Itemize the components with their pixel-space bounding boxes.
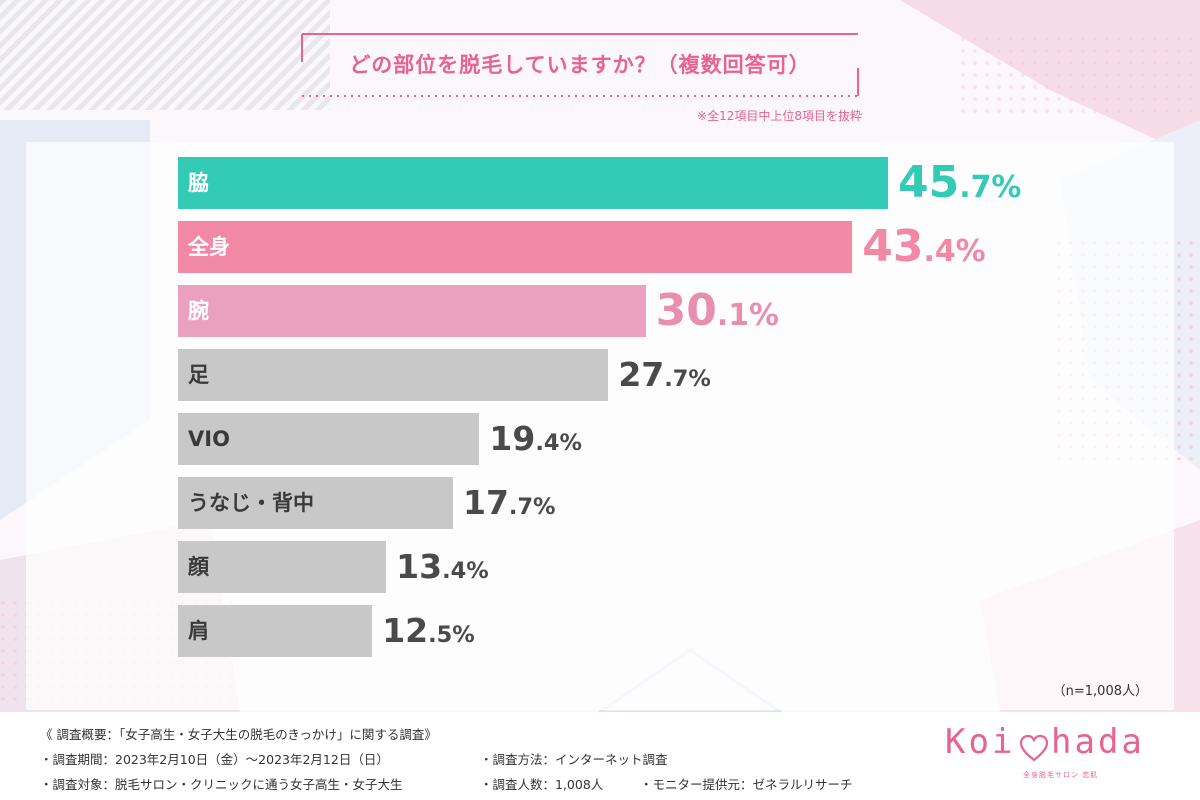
chart-title-box: どの部位を脱毛していますか？（複数回答可） <box>300 32 860 98</box>
bar-3 <box>178 349 609 401</box>
bar-7 <box>178 605 373 657</box>
value-label-3: 27.7% <box>618 355 711 394</box>
sample-size-label: （n=1,008人） <box>1052 684 1148 699</box>
bar-1 <box>178 221 853 273</box>
bar-label-6: 顔 <box>188 555 209 579</box>
bar-label-3: 足 <box>188 363 209 387</box>
survey-heading: 《 調査概要：「女子高生・女子大生の脱毛のきっかけ」に関する調査》 <box>40 727 437 742</box>
logo-word-left: Koi <box>945 722 1016 762</box>
bar-5 <box>178 477 453 529</box>
value-label-4: 19.4% <box>489 419 582 458</box>
value-label-5: 17.7% <box>462 483 556 522</box>
survey-target: ・調査対象：脱毛サロン・クリニックに通う女子高生・女子大生 <box>40 777 403 792</box>
survey-period: ・調査期間：2023年2月10日（金）～2023年2月12日（日） <box>40 752 389 767</box>
survey-provider: ・モニター提供元：ゼネラルリサーチ <box>640 777 853 792</box>
chart-title: どの部位を脱毛していますか？（複数回答可） <box>349 53 811 77</box>
value-label-2: 30.1% <box>655 285 779 336</box>
bar-label-1: 全身 <box>188 235 230 259</box>
bar-label-5: うなじ・背中 <box>188 491 314 515</box>
koihada-logo: Koi hada 全身脱毛サロン 恋肌 <box>945 722 1165 782</box>
bar-2 <box>178 285 646 337</box>
bar-label-4: VIO <box>188 427 230 451</box>
bar-label-7: 肩 <box>188 619 209 643</box>
value-label-6: 13.4% <box>396 547 489 586</box>
bar-0 <box>178 157 888 209</box>
chart-note: ※全12項目中上位8項目を抜粋 <box>697 109 862 123</box>
bar-label-2: 腕 <box>188 299 209 323</box>
logo-word-right: hada <box>1051 722 1145 762</box>
bar-4 <box>178 413 480 465</box>
heart-icon <box>1019 734 1049 762</box>
survey-method: ・調査方法：インターネット調査 <box>480 752 668 767</box>
value-label-0: 45.7% <box>898 157 1022 208</box>
value-label-1: 43.4% <box>862 221 986 272</box>
logo-tagline: 全身脱毛サロン 恋肌 <box>1023 771 1099 779</box>
bar-6 <box>178 541 387 593</box>
title-frame <box>301 33 859 97</box>
survey-count: ・調査人数：1,008人 <box>480 777 604 792</box>
survey-footer: 《 調査概要：「女子高生・女子大生の脱毛のきっかけ」に関する調査》 ・調査期間：… <box>0 712 1200 800</box>
bar-label-0: 脇 <box>188 171 209 195</box>
value-label-7: 12.5% <box>382 611 475 650</box>
